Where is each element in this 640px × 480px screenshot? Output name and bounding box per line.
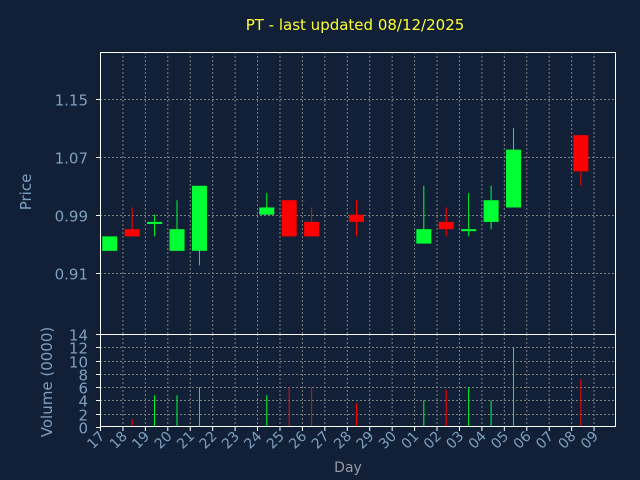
axes — [96, 52, 616, 431]
x-tick-label: 03 — [443, 429, 467, 453]
x-tick-label: 09 — [578, 429, 602, 453]
candle-body — [169, 229, 185, 251]
candle-body — [259, 207, 275, 215]
candle-body — [506, 149, 522, 208]
x-tick-label: 26 — [286, 428, 310, 452]
x-axis-label: Day — [334, 460, 362, 476]
volume-bars — [131, 347, 582, 427]
candle-body — [281, 200, 297, 237]
x-tick-label: 19 — [129, 429, 153, 453]
volume-tick-label: 2 — [78, 407, 88, 425]
candle-body — [416, 229, 432, 244]
x-tick-label: 30 — [376, 429, 400, 453]
volume-tick-label: 8 — [78, 367, 88, 385]
volume-tick-label: 4 — [78, 393, 88, 411]
price-tick-label: 0.99 — [55, 208, 88, 226]
x-tick-label: 07 — [533, 429, 557, 453]
x-tick-label: 02 — [421, 429, 445, 453]
candle-body — [102, 236, 118, 251]
x-tick-label: 04 — [466, 428, 490, 452]
candle-body — [191, 185, 207, 251]
x-tick-label: 01 — [398, 429, 422, 453]
x-tick-label: 21 — [174, 429, 198, 453]
price-grid — [100, 52, 616, 334]
tick-labels: 0.910.991.071.15024681012141718192021222… — [55, 92, 602, 453]
price-tick-label: 1.07 — [55, 150, 88, 168]
volume-tick-label: 10 — [69, 354, 88, 372]
x-tick-label: 08 — [556, 429, 580, 453]
candle-body — [304, 221, 320, 237]
x-tick-label: 05 — [488, 429, 512, 453]
candle-body — [124, 229, 140, 237]
volume-axis-label: Volume (0000) — [38, 327, 56, 437]
volume-tick-label: 6 — [78, 380, 88, 398]
volume-grid — [100, 334, 616, 427]
x-tick-label: 06 — [511, 428, 535, 452]
candle-body — [573, 135, 589, 172]
candle-body — [349, 214, 364, 222]
candle-body — [483, 200, 499, 222]
volume-tick-label: 0 — [78, 420, 88, 438]
price-plot-frame — [100, 52, 616, 335]
price-tick-label: 0.91 — [55, 266, 88, 284]
x-tick-label: 27 — [309, 429, 333, 453]
x-tick-label: 29 — [354, 429, 378, 453]
price-axis-label: Price — [17, 174, 35, 211]
x-tick-label: 28 — [331, 429, 355, 453]
chart-title: PT - last updated 08/12/2025 — [246, 16, 465, 34]
x-tick-label: 25 — [264, 429, 288, 453]
x-tick-label: 22 — [197, 429, 221, 453]
candle-body — [461, 229, 477, 232]
volume-tick-label: 14 — [69, 327, 88, 345]
volume-tick-label: 12 — [69, 340, 88, 358]
x-tick-label: 24 — [241, 428, 265, 452]
candle-body — [147, 221, 163, 224]
x-tick-label: 18 — [107, 429, 131, 453]
candles — [102, 127, 589, 266]
x-tick-label: 20 — [152, 429, 176, 453]
candle-body — [438, 221, 454, 230]
volume-plot-frame — [100, 334, 616, 427]
x-tick-label: 23 — [219, 429, 243, 453]
price-tick-label: 1.15 — [55, 92, 88, 110]
